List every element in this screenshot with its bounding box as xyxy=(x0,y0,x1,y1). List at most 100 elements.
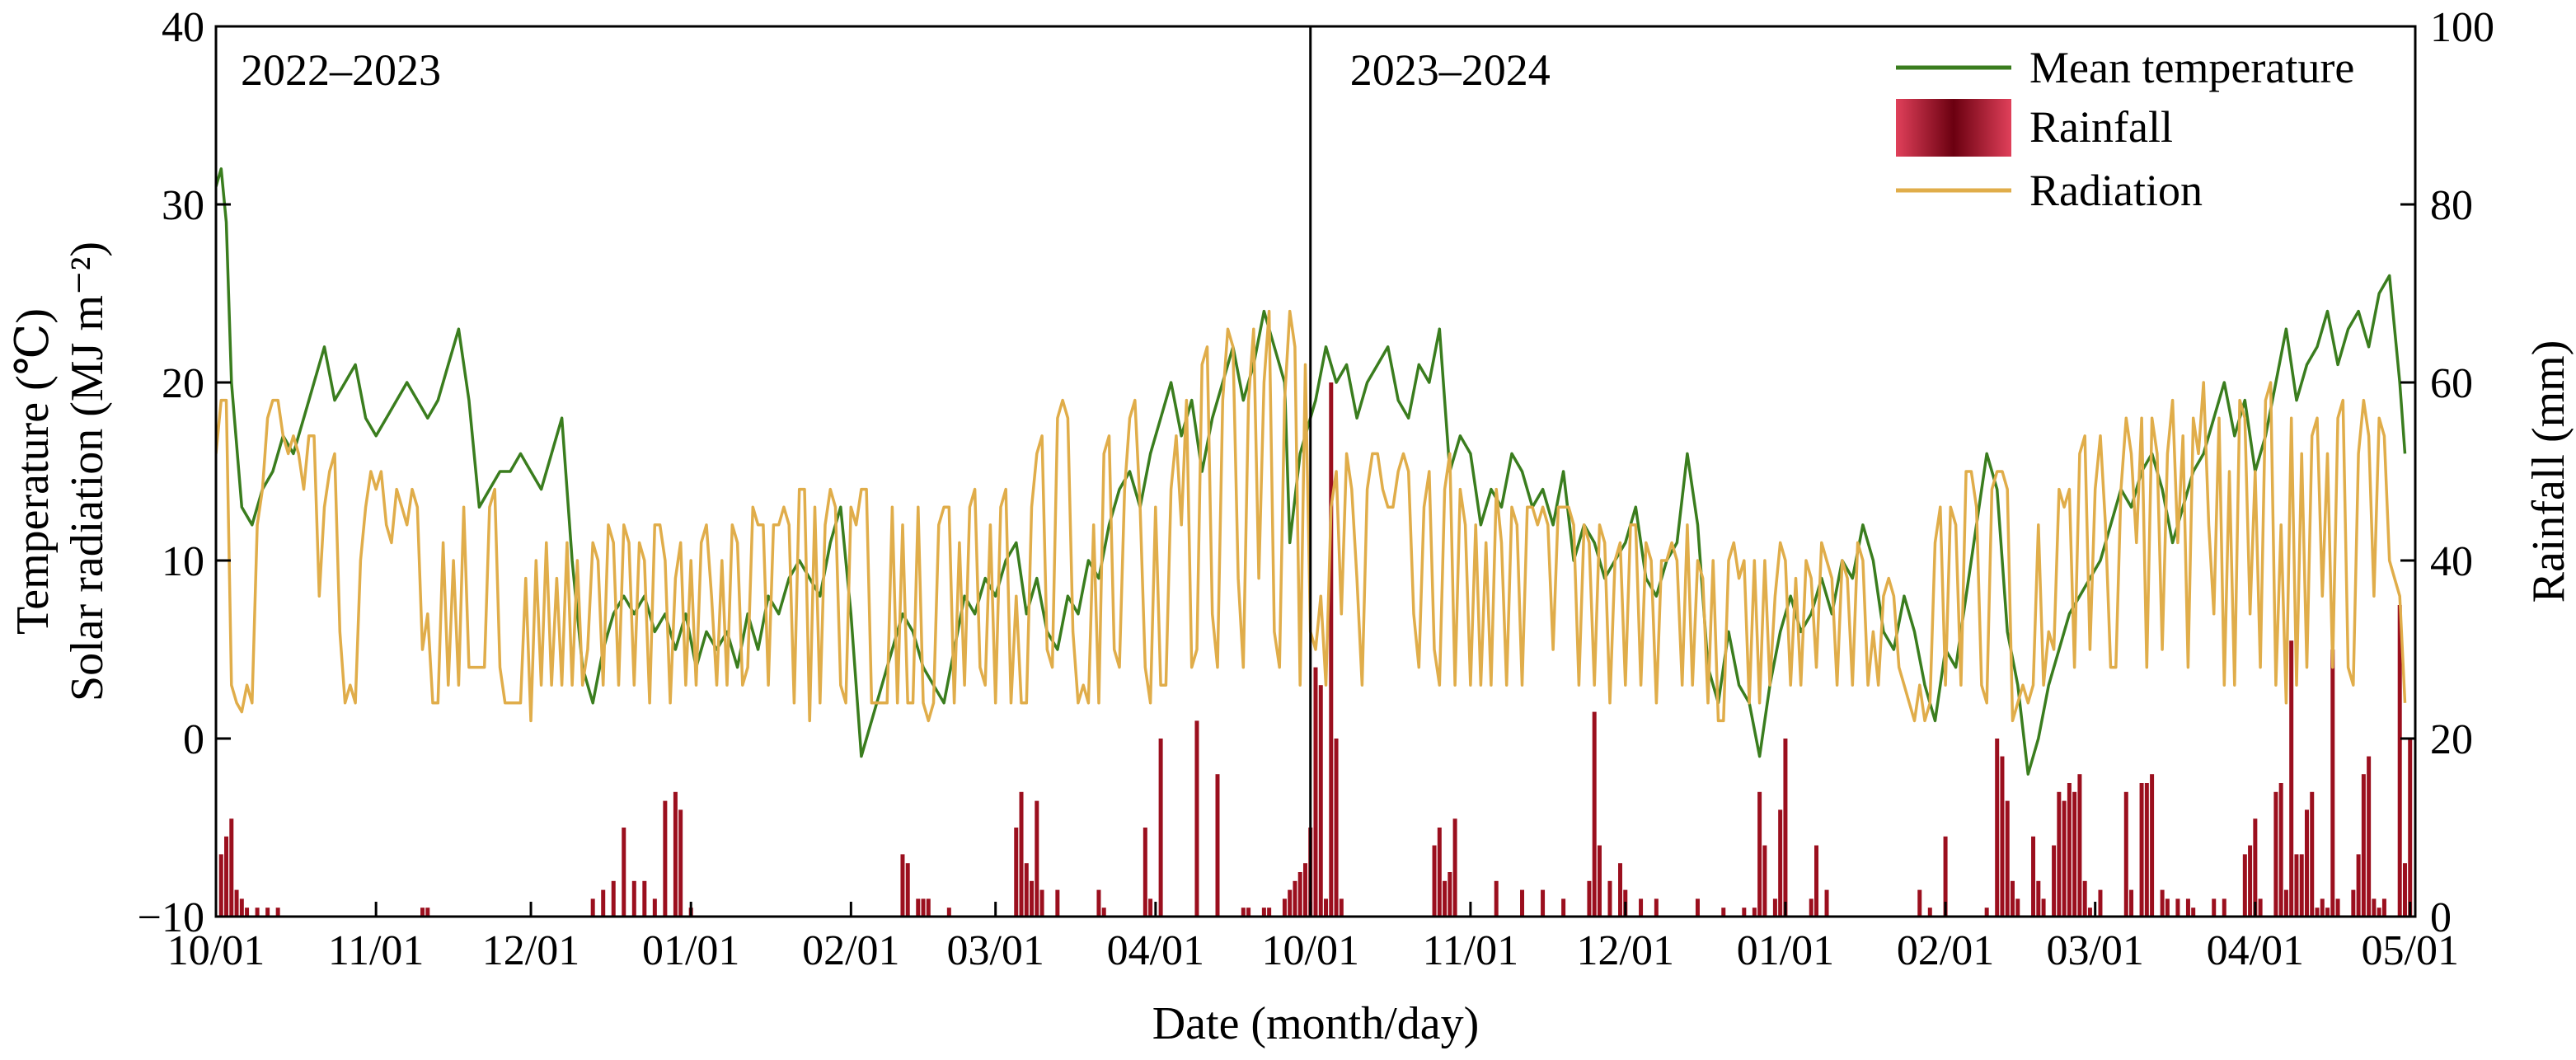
rainfall-bar xyxy=(1293,880,1297,917)
rainfall-bar xyxy=(900,854,905,917)
rainfall-bar xyxy=(1541,889,1546,917)
x-tick-label: 01/01 xyxy=(1737,927,1834,974)
rainfall-bar xyxy=(2283,889,2288,917)
y-axis-title-temperature: Temperature (℃) xyxy=(7,308,59,635)
legend-label-rainfall: Rainfall xyxy=(2029,102,2173,152)
rainfall-bar xyxy=(2248,845,2253,917)
rainfall-bar xyxy=(1158,739,1163,917)
x-tick-label: 12/01 xyxy=(1577,927,1674,974)
rainfall-bar xyxy=(229,818,234,917)
rainfall-bar xyxy=(631,880,636,917)
x-tick-label: 04/01 xyxy=(1107,927,1204,974)
rainfall-bar xyxy=(2242,854,2247,917)
rainfall-bar xyxy=(1324,898,1329,917)
x-tick-label: 12/01 xyxy=(482,927,579,974)
rainfall-bar xyxy=(1215,774,1220,917)
rainfall-bar xyxy=(1561,898,1566,917)
rainfall-bar xyxy=(2000,756,2005,917)
legend-label-mean-temperature: Mean temperature xyxy=(2029,43,2354,92)
rainfall-bar xyxy=(1587,880,1592,917)
rainfall-bar xyxy=(1814,845,1819,917)
rainfall-bar xyxy=(678,809,683,917)
rainfall-bar xyxy=(1267,908,1272,917)
rainfall-bar xyxy=(2402,863,2407,917)
rainfall-bar xyxy=(1778,809,1783,917)
x-tick-label: 04/01 xyxy=(2207,927,2304,974)
rainfall-bar xyxy=(2010,880,2015,917)
rainfall-bar xyxy=(2253,818,2258,917)
rainfall-bar xyxy=(946,908,951,917)
panel-label-2023-2024: 2023–2024 xyxy=(1350,45,1551,95)
rainfall-bar xyxy=(1282,898,1287,917)
rainfall-bar xyxy=(611,880,616,917)
rainfall-bar xyxy=(590,898,595,917)
rainfall-bar xyxy=(2335,898,2340,917)
rainfall-bar xyxy=(224,836,229,917)
rainfall-bar xyxy=(926,898,931,917)
rainfall-bar xyxy=(2082,880,2087,917)
rainfall-bar xyxy=(2185,898,2190,917)
rainfall-bar xyxy=(2191,908,2196,917)
rainfall-bar xyxy=(2129,889,2134,917)
plot-frame xyxy=(214,25,2417,918)
rainfall-bar xyxy=(2289,640,2294,917)
rainfall-bar xyxy=(1297,872,1302,917)
rainfall-bar xyxy=(1607,880,1612,917)
rainfall-bar xyxy=(2123,791,2128,917)
rainfall-bar xyxy=(2273,791,2278,917)
x-tick-label: 03/01 xyxy=(946,927,1044,974)
rainfall-bar xyxy=(2381,898,2386,917)
rainfall-bar xyxy=(2150,774,2155,917)
rainfall-bar xyxy=(420,908,425,917)
rainfall-bar xyxy=(2175,898,2180,917)
rainfall-bar xyxy=(255,908,260,917)
right-y-tick-label: 80 xyxy=(2430,182,2473,229)
left-y-tick-label: 10 xyxy=(162,538,204,585)
rainfall-bar xyxy=(2165,898,2170,917)
rainfall-bar xyxy=(2299,854,2304,917)
rainfall-bar xyxy=(2072,791,2077,917)
rainfall-bar xyxy=(2361,774,2366,917)
rainfall-bar xyxy=(2057,791,2062,917)
y-axis-title-rainfall: Rainfall (mm) xyxy=(2523,340,2574,603)
rainfall-bar xyxy=(601,889,606,917)
rainfall-bar xyxy=(2036,880,2041,917)
rainfall-bar xyxy=(2325,908,2330,917)
rainfall-bar xyxy=(245,908,250,917)
rainfall-bar xyxy=(2315,908,2320,917)
rainfall-bar xyxy=(1757,791,1762,917)
rainfall-bar xyxy=(2052,845,2057,917)
legend-label-radiation: Radiation xyxy=(2029,166,2203,215)
rainfall-bar xyxy=(2005,800,2010,917)
rainfall-bar xyxy=(2098,889,2103,917)
rainfall-bar xyxy=(1995,739,2000,917)
rainfall-bar xyxy=(2330,650,2335,917)
rainfall-bar xyxy=(2367,756,2372,917)
rainfall-bar xyxy=(1302,863,1307,917)
rainfall-bar xyxy=(2031,836,2036,917)
legend: Mean temperature Rainfall Radiation xyxy=(1896,43,2354,215)
rainfall-bar xyxy=(2377,908,2381,917)
rainfall-bar xyxy=(265,908,270,917)
rainfall-bar xyxy=(2356,854,2361,917)
x-tick-label: 10/01 xyxy=(167,927,265,974)
rainfall-bar xyxy=(1339,898,1344,917)
rainfall-bar xyxy=(1443,880,1448,917)
rainfall-bar xyxy=(1030,880,1035,917)
rainfall-bar xyxy=(1943,836,1948,917)
rainfall-bar xyxy=(1014,828,1019,917)
rainfall-bar xyxy=(2397,605,2402,917)
right-y-tick-label: 40 xyxy=(2430,538,2473,585)
rainfall-bar xyxy=(1592,711,1597,917)
left-y-tick-label: 40 xyxy=(162,4,204,51)
rainfall-bar xyxy=(1432,845,1437,917)
x-tick-label: 11/01 xyxy=(328,927,425,974)
x-tick-label: 01/01 xyxy=(642,927,739,974)
rainfall-bar xyxy=(1721,908,1726,917)
rainfall-bar xyxy=(1039,889,1044,917)
rainfall-bar xyxy=(652,898,657,917)
rainfall-bar xyxy=(1772,898,1777,917)
rainfall-bar xyxy=(2067,783,2072,917)
rainfall-bar xyxy=(921,898,926,917)
